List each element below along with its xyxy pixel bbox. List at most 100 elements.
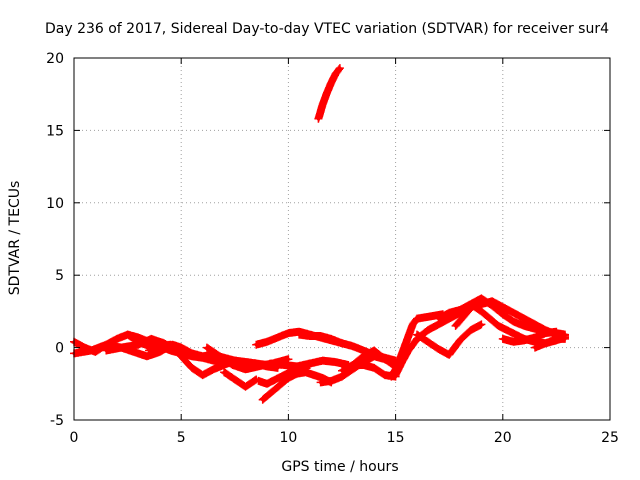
data-point [333, 72, 338, 76]
data-point [158, 344, 162, 348]
data-point [351, 344, 355, 348]
data-point [243, 360, 248, 364]
data-point [447, 317, 451, 321]
grid-lines [74, 58, 610, 420]
data-point [383, 373, 387, 377]
data-point [104, 348, 108, 353]
data-point [490, 304, 494, 308]
data-point [295, 372, 299, 376]
data-point [201, 373, 205, 377]
data-point [462, 314, 466, 318]
data-point [115, 337, 119, 341]
data-point [321, 102, 325, 106]
data-series [70, 64, 569, 404]
data-point [233, 377, 237, 382]
data-point [286, 376, 290, 380]
data-point [316, 117, 321, 121]
data-point [321, 359, 325, 363]
data-point [147, 348, 151, 353]
data-point [261, 398, 265, 402]
data-point [256, 379, 260, 383]
data-point [479, 296, 483, 300]
data-point [415, 332, 419, 337]
data-point [361, 348, 366, 353]
data-point [501, 305, 505, 309]
data-point [488, 317, 492, 321]
data-point [426, 340, 430, 344]
data-point [447, 311, 451, 315]
y-tick-label: 10 [46, 196, 64, 212]
data-point [278, 383, 282, 387]
data-point [312, 373, 316, 377]
data-point [554, 330, 559, 334]
data-point [426, 328, 430, 332]
data-point [119, 346, 123, 350]
x-tick-label: 20 [494, 430, 512, 446]
data-point [361, 363, 366, 367]
data-point [511, 340, 516, 344]
data-point [479, 302, 483, 306]
x-axis-ticks: 0 5 10 15 20 25 [70, 58, 619, 446]
data-point [265, 382, 269, 386]
x-tick-label: 5 [177, 430, 186, 446]
data-point [496, 324, 501, 328]
data-point [505, 328, 509, 332]
data-point [522, 324, 526, 328]
chart-title: Day 236 of 2017, Sidereal Day-to-day VTE… [45, 21, 609, 37]
data-point [276, 335, 280, 340]
x-tick-label: 10 [279, 430, 297, 446]
data-point [205, 346, 209, 350]
data-point [458, 338, 462, 342]
data-point [269, 390, 273, 395]
data-point [211, 359, 215, 363]
data-point [338, 66, 342, 70]
data-point [231, 363, 235, 367]
data-point [168, 348, 173, 353]
data-point [211, 367, 215, 371]
data-point [447, 353, 451, 357]
x-tick-label: 25 [601, 430, 619, 446]
data-point [501, 312, 505, 316]
x-tick-label: 0 [70, 430, 79, 446]
data-point [563, 337, 567, 341]
data-point [351, 363, 355, 367]
data-point [104, 343, 108, 347]
data-point [432, 314, 436, 318]
data-point [406, 334, 411, 338]
data-point [318, 334, 323, 338]
series-track-v [498, 327, 561, 346]
data-point [243, 367, 248, 371]
y-tick-label: -5 [50, 413, 64, 429]
data-point [372, 366, 376, 370]
series-track-i [254, 361, 314, 388]
data-point [145, 354, 149, 358]
data-point [329, 81, 333, 85]
data-point [243, 385, 248, 389]
y-tick-label: 0 [55, 341, 64, 357]
data-point [179, 346, 183, 350]
data-point [394, 373, 398, 377]
data-point [458, 308, 462, 312]
y-tick-label: 5 [55, 268, 64, 284]
data-point [402, 346, 406, 350]
data-point [340, 341, 344, 345]
y-axis-ticks: -5 0 5 10 15 20 [46, 51, 610, 429]
series-track-w [531, 334, 569, 352]
data-point [269, 361, 273, 366]
data-point [533, 327, 537, 331]
data-point [533, 346, 537, 350]
data-point [329, 337, 333, 341]
data-point [158, 350, 162, 354]
data-point [436, 322, 441, 327]
data-point [479, 322, 483, 327]
data-point [218, 354, 222, 358]
data-point [136, 335, 140, 340]
data-point [308, 334, 312, 338]
data-point [471, 304, 475, 308]
data-point [406, 348, 411, 353]
x-tick-label: 15 [387, 430, 405, 446]
data-point [361, 354, 366, 358]
data-point [511, 311, 516, 315]
data-point [256, 364, 260, 369]
data-point [400, 360, 404, 364]
